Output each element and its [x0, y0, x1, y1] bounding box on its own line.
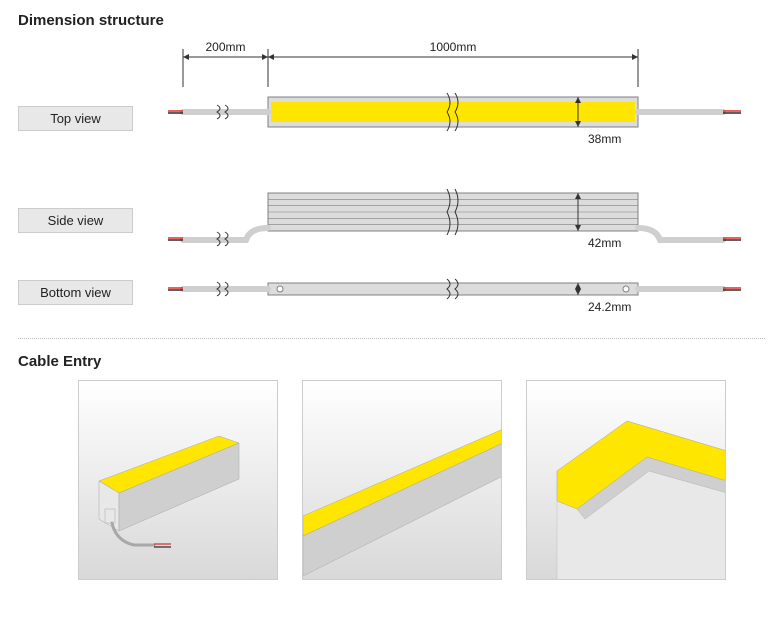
- diagram-area: 200mm 1000mm 38mm 42mm 24.2mm: [168, 27, 768, 317]
- cable-entry-corner-view: [526, 380, 726, 580]
- side-view-label: Side view: [18, 208, 133, 233]
- cable-entry-end-view: [78, 380, 278, 580]
- cable-entry-strip-view: [302, 380, 502, 580]
- svg-text:200mm: 200mm: [205, 40, 245, 54]
- section-divider: [18, 338, 765, 339]
- bottom-view-label: Bottom view: [18, 280, 133, 305]
- dimension-structure-section: Dimension structure Top view Side view B…: [18, 12, 765, 332]
- card-row: [78, 380, 765, 580]
- section-title: Cable Entry: [18, 353, 765, 370]
- svg-text:24.2mm: 24.2mm: [588, 300, 631, 314]
- svg-text:42mm: 42mm: [588, 236, 621, 250]
- svg-text:38mm: 38mm: [588, 132, 621, 146]
- dimension-diagram-svg: 200mm 1000mm 38mm 42mm 24.2mm: [168, 27, 768, 327]
- top-view-label: Top view: [18, 106, 133, 131]
- svg-text:1000mm: 1000mm: [430, 40, 477, 54]
- cable-entry-section: Cable Entry: [18, 353, 765, 580]
